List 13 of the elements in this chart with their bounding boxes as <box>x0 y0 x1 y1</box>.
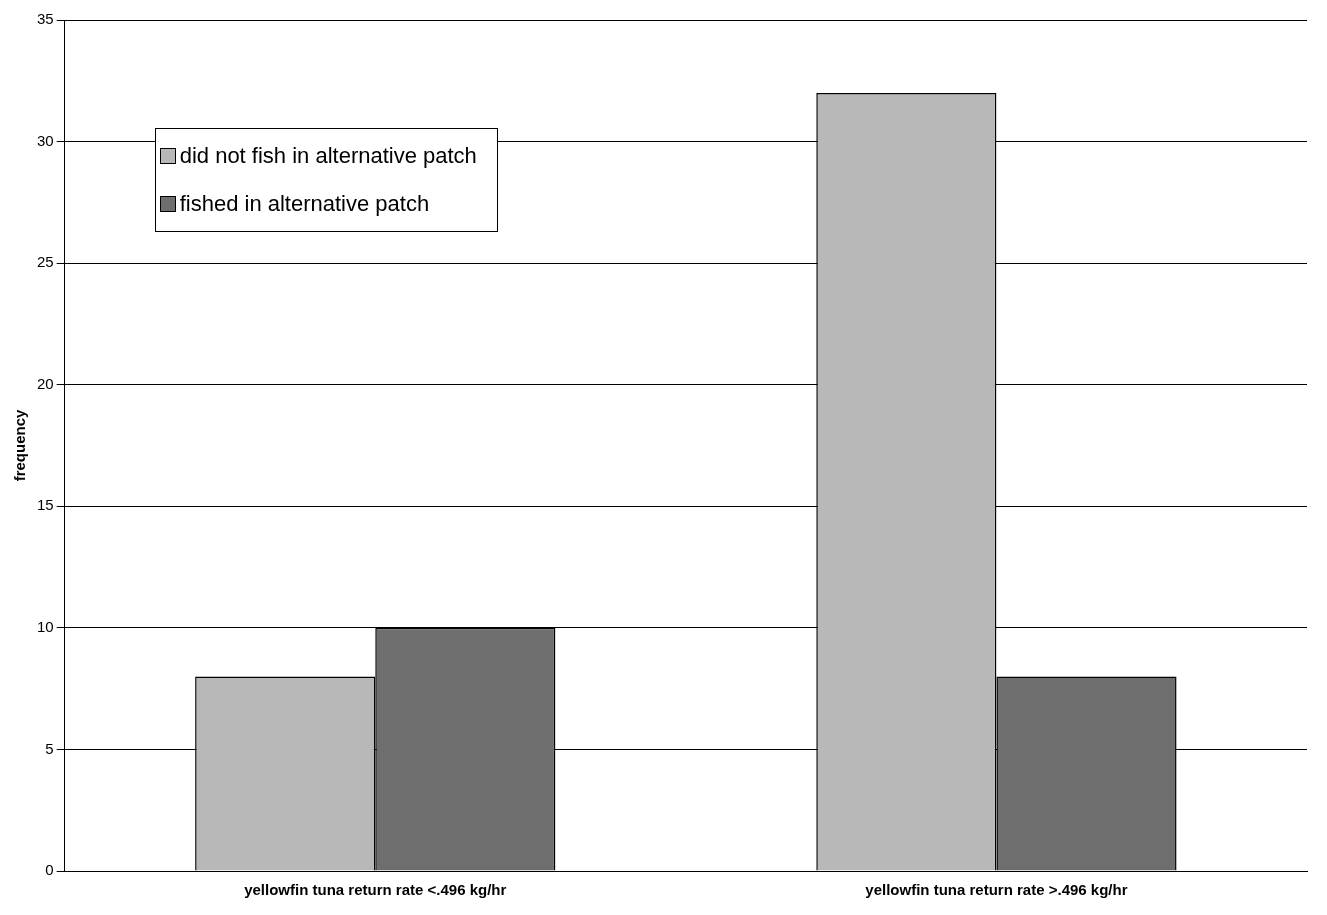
legend-label: fished in alternative patch <box>179 191 430 217</box>
y-tick-label: 5 <box>45 739 54 757</box>
legend-label: did not fish in alternative patch <box>179 143 477 169</box>
x-tick-label: yellowfin tuna return rate <.496 kg/hr <box>244 881 507 899</box>
y-tick-label: 20 <box>37 374 54 392</box>
y-tick-label: 25 <box>37 253 54 271</box>
x-tick-label: yellowfin tuna return rate >.496 kg/hr <box>865 881 1128 899</box>
y-tick-label: 15 <box>37 496 54 514</box>
y-tick-label: 35 <box>37 10 54 28</box>
y-tick-label: 30 <box>37 131 54 149</box>
y-axis-title: frequency <box>11 409 29 482</box>
y-tick-label: 0 <box>45 861 54 879</box>
y-tick-label: 10 <box>37 618 54 635</box>
